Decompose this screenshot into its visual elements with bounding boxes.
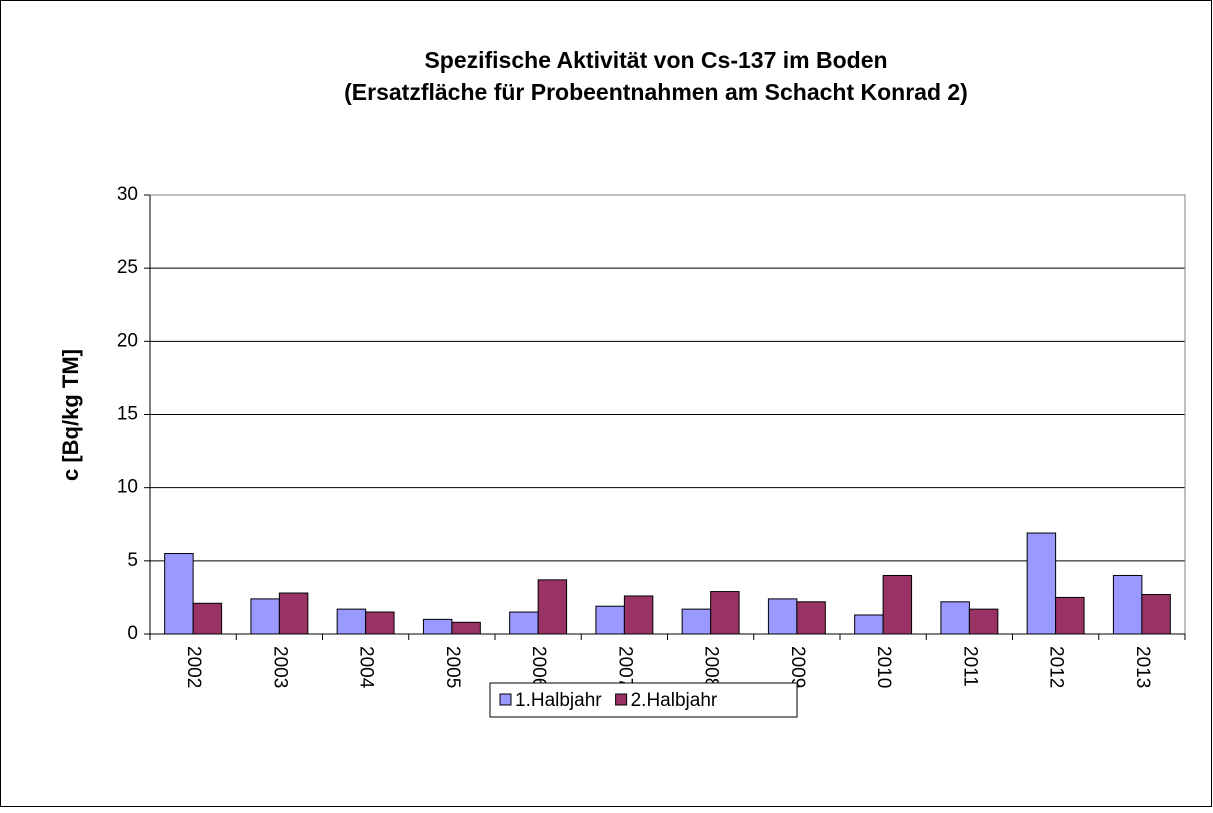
bar: [623, 595, 654, 635]
x-tick-label: 2003: [269, 646, 290, 688]
bar: [278, 592, 309, 635]
legend-label: 1.Halbjahr: [515, 690, 602, 711]
chart-subtitle: (Ersatzfläche für Probeentnahmen am Scha…: [344, 79, 968, 105]
legend-box: [489, 682, 798, 718]
bar: [681, 608, 712, 635]
legend-label: 2.Halbjahr: [631, 690, 718, 711]
bar: [164, 553, 194, 635]
x-tick-label: 2013: [1132, 646, 1153, 688]
bar: [796, 601, 826, 635]
y-tick-label: 20: [117, 330, 138, 351]
x-tick-label: 2009: [787, 646, 808, 688]
bar: [336, 608, 367, 635]
bar: [451, 621, 481, 635]
bar: [882, 574, 913, 635]
bar: [710, 591, 740, 635]
bar: [968, 608, 999, 635]
bar: [1026, 532, 1057, 635]
bar: [767, 598, 798, 635]
bar: [365, 611, 395, 635]
x-tick-label: 2010: [873, 646, 894, 688]
bar: [1112, 574, 1143, 635]
bar: [509, 611, 539, 635]
x-tick-label: 2002: [183, 646, 204, 688]
x-tick-label: 2012: [1046, 646, 1067, 688]
y-tick-label: 10: [117, 477, 138, 498]
legend-swatch: [615, 693, 628, 706]
bar: [250, 598, 280, 635]
y-axis-label: c [Bq/kg TM]: [58, 349, 83, 481]
bar: [595, 605, 625, 635]
chart-title: Spezifische Aktivität von Cs-137 im Bode…: [424, 47, 887, 73]
x-tick-label: 2008: [701, 646, 722, 688]
y-tick-label: 30: [117, 184, 138, 205]
y-tick-label: 5: [127, 550, 138, 571]
bar: [854, 614, 884, 635]
y-tick-label: 25: [117, 257, 138, 278]
x-tick-label: 2004: [356, 646, 377, 689]
x-tick-label: 2007: [614, 646, 635, 688]
bar: [940, 601, 970, 635]
x-tick-label: 2011: [959, 646, 980, 687]
bar: [537, 579, 568, 635]
bar: [192, 602, 223, 635]
y-tick-label: 0: [127, 623, 138, 644]
legend-swatch: [499, 693, 512, 706]
bar: [422, 618, 453, 635]
x-tick-label: 2006: [528, 646, 549, 688]
y-tick-label: 15: [117, 404, 138, 425]
bar: [1141, 593, 1171, 635]
x-tick-label: 2005: [442, 646, 463, 688]
bar: [1055, 596, 1085, 635]
